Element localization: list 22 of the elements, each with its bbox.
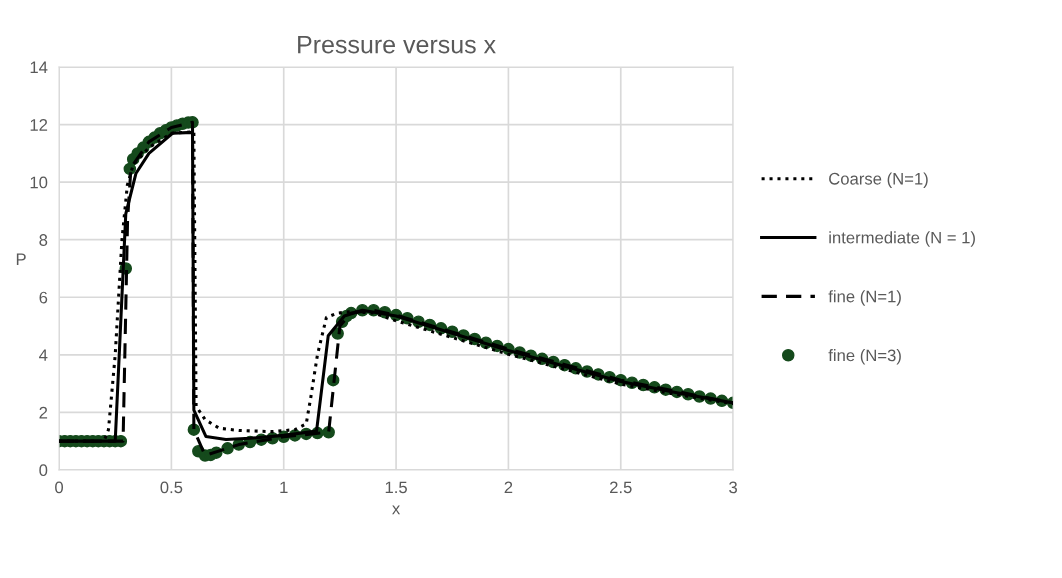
x-tick-label: 1.5 xyxy=(385,481,407,494)
y-tick-label: 10 xyxy=(30,176,48,189)
x-tick-label: 2.5 xyxy=(610,481,632,494)
x-tick-label: 0.5 xyxy=(160,481,183,494)
legend-label: intermediate (N = 1) xyxy=(829,231,975,247)
legend-label: fine (N=3) xyxy=(828,349,901,365)
legend-label: Coarse (N=1) xyxy=(829,172,928,188)
y-tick-label: 12 xyxy=(30,119,48,131)
y-axis-title: P xyxy=(16,253,26,266)
chart-title: Pressure versus x xyxy=(298,35,496,54)
y-tick-label: 4 xyxy=(39,349,48,361)
x-tick-label: 0 xyxy=(55,481,64,494)
x-axis-title: x xyxy=(392,505,401,515)
y-tick-label: 2 xyxy=(39,406,48,419)
y-tick-label: 0 xyxy=(39,464,48,477)
y-tick-label: 14 xyxy=(30,61,48,74)
legend-label: fine (N=1) xyxy=(828,290,901,306)
y-tick-label: 8 xyxy=(39,234,48,246)
x-tick-label: 3 xyxy=(729,481,737,494)
x-tick-label: 1 xyxy=(280,481,288,494)
x-tick-label: 2 xyxy=(504,481,513,494)
y-tick-label: 6 xyxy=(39,291,48,304)
